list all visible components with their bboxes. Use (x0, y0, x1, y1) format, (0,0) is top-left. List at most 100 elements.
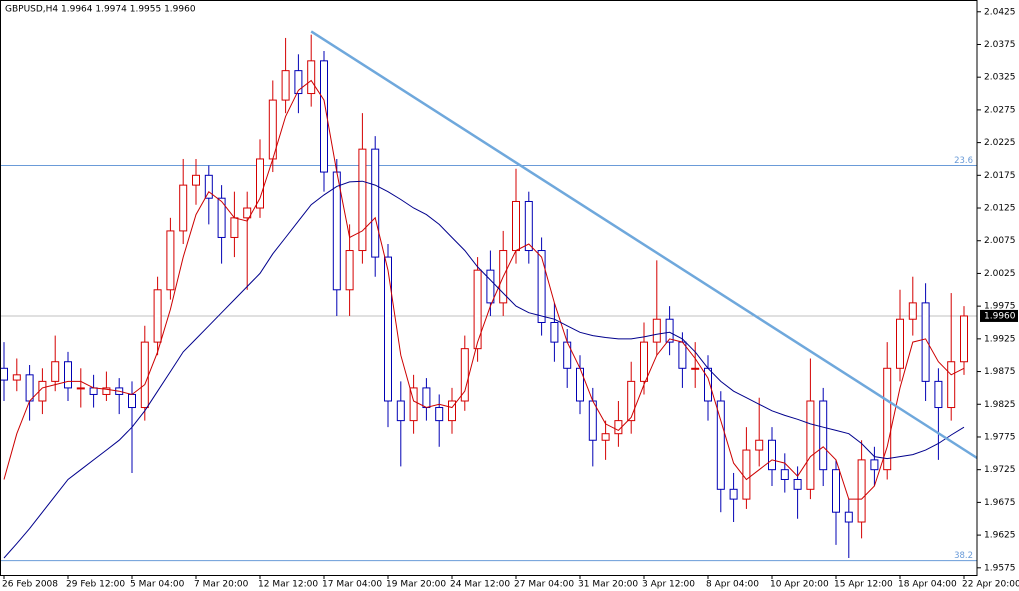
candle-body (384, 256, 392, 402)
candle-body (396, 400, 405, 422)
y-tick-label: 2.0125 (984, 204, 1016, 214)
candle-body (819, 400, 828, 471)
candle-body (204, 174, 213, 199)
candle-body (665, 318, 674, 343)
y-tick-label: 1.9675 (984, 498, 1016, 508)
candle-body (755, 439, 764, 451)
plot-area (0, 30, 977, 562)
candle-body (870, 459, 879, 471)
candle-body (691, 367, 700, 370)
candle-body (921, 302, 930, 382)
x-tick-label: 22 Apr 20:00 (962, 580, 1019, 590)
x-tick-label: 15 Apr 12:00 (834, 580, 893, 590)
candle-body (243, 207, 252, 219)
candle-body (729, 488, 738, 500)
candle-body (934, 380, 943, 409)
candle-body (780, 469, 789, 480)
x-tick-label: 10 Apr 20:00 (770, 580, 829, 590)
x-tick-label: 3 Apr 12:00 (642, 580, 695, 590)
candle-body (742, 449, 751, 500)
candle-body (25, 374, 34, 402)
candle-body (294, 70, 303, 95)
y-tick-label: 1.9725 (984, 465, 1016, 475)
y-tick-label: 2.0375 (984, 40, 1016, 50)
candle-body (486, 269, 495, 304)
candle-body (614, 420, 623, 435)
candle-body (716, 400, 725, 490)
y-tick-label: 1.9775 (984, 432, 1016, 442)
x-tick-label: 31 Mar 20:00 (578, 580, 638, 590)
candle-body (627, 380, 636, 422)
candle-body (640, 341, 648, 382)
trendline (310, 30, 977, 460)
candle-body (460, 348, 469, 402)
candle-body (588, 400, 597, 441)
candle-body (140, 341, 149, 409)
candle-body (550, 321, 559, 343)
candle-body (38, 380, 47, 402)
candle-body (332, 171, 341, 291)
y-tick-label: 2.0075 (984, 236, 1016, 246)
candle-body (230, 217, 239, 238)
price-box-label: 1.9960 (984, 311, 1016, 321)
y-tick-label: 1.9975 (984, 302, 1016, 312)
candle-body (960, 315, 968, 363)
x-tick-label: 24 Mar 12:00 (450, 580, 510, 590)
moving-average (3, 79, 965, 500)
candle-body (102, 387, 111, 395)
x-tick-label: 29 Feb 12:00 (66, 580, 125, 590)
y-tick-label: 2.0275 (984, 105, 1016, 115)
candle-body (537, 250, 546, 323)
price-box (980, 309, 1018, 322)
moving-average (3, 180, 965, 559)
candle-body (883, 367, 892, 471)
candle-body (422, 387, 431, 409)
candle-body (908, 302, 917, 320)
candle-body (793, 478, 802, 490)
x-tick-label: 19 Mar 20:00 (386, 580, 446, 590)
fib-label: 23.6 (954, 156, 973, 166)
candle-body (832, 469, 840, 513)
candle-body (435, 407, 444, 422)
y-tick-label: 1.9875 (984, 367, 1016, 377)
x-tick-label: 18 Apr 04:00 (898, 580, 957, 590)
candle-body (409, 387, 418, 422)
candle-body (76, 387, 85, 390)
candle-body (89, 387, 98, 395)
x-tick-label: 5 Mar 04:00 (130, 580, 185, 590)
candle-body (844, 511, 853, 523)
candle-body (166, 230, 175, 291)
candle-body (512, 200, 520, 252)
candle-body (64, 361, 72, 389)
candle-body (358, 148, 367, 252)
y-tick-label: 1.9625 (984, 531, 1016, 541)
x-tick-label: 27 Mar 04:00 (514, 580, 574, 590)
x-tick-label: 26 Feb 2008 (2, 580, 58, 590)
y-tick-label: 1.9575 (984, 563, 1016, 573)
plot-border (0, 0, 978, 576)
candle-body (601, 433, 610, 441)
candle-body (768, 439, 776, 471)
x-tick-label: 17 Mar 04:00 (322, 580, 382, 590)
chart-title: GBPUSD,H4 1.9964 1.9974 1.9955 1.9960 (5, 5, 196, 15)
candle-body (256, 158, 264, 209)
y-tick-label: 1.9925 (984, 334, 1016, 344)
y-tick-label: 2.0025 (984, 269, 1016, 279)
candle-body (473, 269, 482, 350)
y-tick-label: 2.0225 (984, 138, 1016, 148)
candle-body (652, 318, 661, 343)
x-tick-label: 12 Mar 12:00 (258, 580, 318, 590)
candle-body (524, 200, 533, 252)
candle-body (896, 318, 904, 369)
fib-label: 38.2 (954, 551, 973, 561)
candle-body (192, 174, 200, 186)
candle-body (128, 393, 136, 409)
candle-body (51, 361, 60, 382)
x-tick-label: 8 Apr 04:00 (706, 580, 759, 590)
candle-body (307, 60, 316, 95)
y-tick-label: 2.0175 (984, 171, 1016, 181)
x-tick-label: 7 Mar 20:00 (194, 580, 249, 590)
candle-body (371, 148, 380, 258)
